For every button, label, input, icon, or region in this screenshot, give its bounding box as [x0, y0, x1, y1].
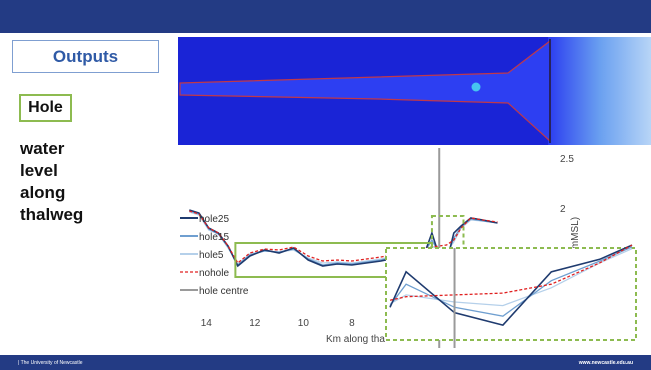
outputs-label: Outputs [52, 46, 119, 66]
footer-bar: | The University of Newcastle www.newcas… [0, 355, 651, 370]
legend-label: nohole [199, 268, 229, 279]
model-map-image [178, 37, 651, 145]
x-axis-label: Km along tha [326, 334, 385, 345]
hole-marker [471, 82, 481, 92]
header-bar [0, 0, 651, 33]
footer-website[interactable]: www.newcastle.edu.au [578, 360, 633, 366]
footer-university: | The University of Newcastle [18, 360, 83, 366]
y-axis-label: el (mMSL) [570, 217, 581, 263]
legend-label: hole15 [199, 232, 229, 243]
ocean-gradient [548, 37, 651, 145]
inset-series-line-nohole [389, 244, 633, 301]
outputs-title-box: Outputs [12, 40, 159, 73]
inset-series-line-hole15 [389, 246, 633, 317]
x-tick-label: 8 [349, 318, 355, 329]
series-line-nohole [189, 210, 498, 264]
description-line: water [20, 139, 65, 158]
legend-label: hole25 [199, 214, 229, 225]
legend-label: hole5 [199, 250, 224, 261]
model-map-svg [178, 37, 651, 145]
x-tick-label: 10 [298, 318, 310, 329]
description-line: along [20, 183, 66, 202]
hole-region-box [430, 215, 465, 267]
hole-label: Hole [28, 99, 63, 116]
y-tick-label: 2.5 [560, 154, 574, 165]
description-line: level [20, 161, 58, 180]
y-tick-label: 2 [560, 204, 566, 215]
description-text: water level along thalweg [20, 138, 140, 226]
hole-label-box: Hole [19, 94, 72, 122]
x-tick-label: 14 [201, 318, 213, 329]
legend-label: hole centre [199, 286, 249, 297]
description-line: thalweg [20, 205, 84, 224]
x-tick-label: 12 [249, 318, 261, 329]
inset-series-line-hole25 [389, 244, 633, 326]
